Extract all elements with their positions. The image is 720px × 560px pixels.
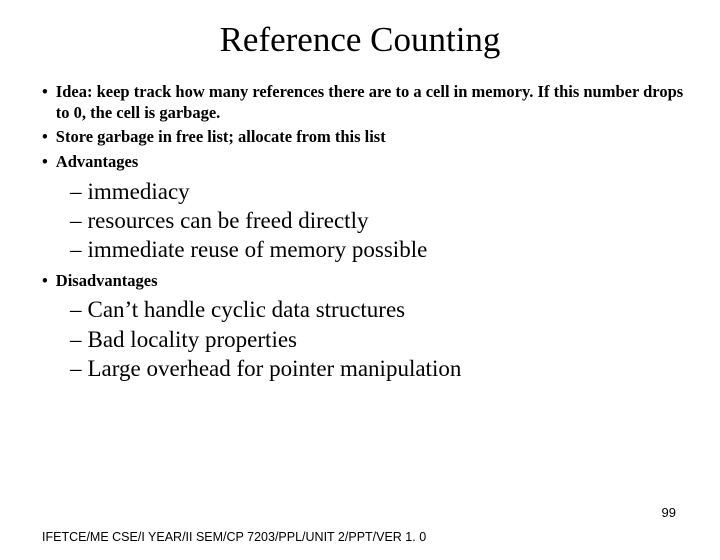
sub-item: – Bad locality properties xyxy=(70,325,690,354)
bullet-text: Idea: keep track how many references the… xyxy=(56,82,690,123)
footer-text: IFETCE/ME CSE/I YEAR/II SEM/CP 7203/PPL/… xyxy=(42,530,426,544)
slide-title: Reference Counting xyxy=(0,20,720,60)
sub-text: immediate reuse of memory possible xyxy=(88,235,428,264)
bullet-item: • Idea: keep track how many references t… xyxy=(42,82,690,123)
sub-text: resources can be freed directly xyxy=(88,206,369,235)
disadvantages-list: – Can’t handle cyclic data structures – … xyxy=(70,295,690,383)
sub-text: Large overhead for pointer manipulation xyxy=(88,354,462,383)
slide-content: • Idea: keep track how many references t… xyxy=(42,82,690,384)
page-number: 99 xyxy=(662,505,676,520)
bullet-item: • Advantages xyxy=(42,152,690,173)
sub-text: Bad locality properties xyxy=(88,325,298,354)
dash-marker: – xyxy=(70,206,82,235)
bullet-marker: • xyxy=(42,82,48,123)
dash-marker: – xyxy=(70,325,82,354)
sub-text: Can’t handle cyclic data structures xyxy=(88,295,406,324)
sub-item: – resources can be freed directly xyxy=(70,206,690,235)
dash-marker: – xyxy=(70,295,82,324)
bullet-marker: • xyxy=(42,152,48,173)
advantages-list: – immediacy – resources can be freed dir… xyxy=(70,177,690,265)
sub-item: – Can’t handle cyclic data structures xyxy=(70,295,690,324)
bullet-text: Disadvantages xyxy=(56,271,158,292)
dash-marker: – xyxy=(70,354,82,383)
sub-item: – immediacy xyxy=(70,177,690,206)
bullet-text: Store garbage in free list; allocate fro… xyxy=(56,127,386,148)
bullet-text: Advantages xyxy=(56,152,139,173)
dash-marker: – xyxy=(70,235,82,264)
sub-item: – immediate reuse of memory possible xyxy=(70,235,690,264)
bullet-marker: • xyxy=(42,127,48,148)
sub-text: immediacy xyxy=(88,177,190,206)
bullet-marker: • xyxy=(42,271,48,292)
bullet-item: • Disadvantages xyxy=(42,271,690,292)
bullet-item: • Store garbage in free list; allocate f… xyxy=(42,127,690,148)
sub-item: – Large overhead for pointer manipulatio… xyxy=(70,354,690,383)
dash-marker: – xyxy=(70,177,82,206)
